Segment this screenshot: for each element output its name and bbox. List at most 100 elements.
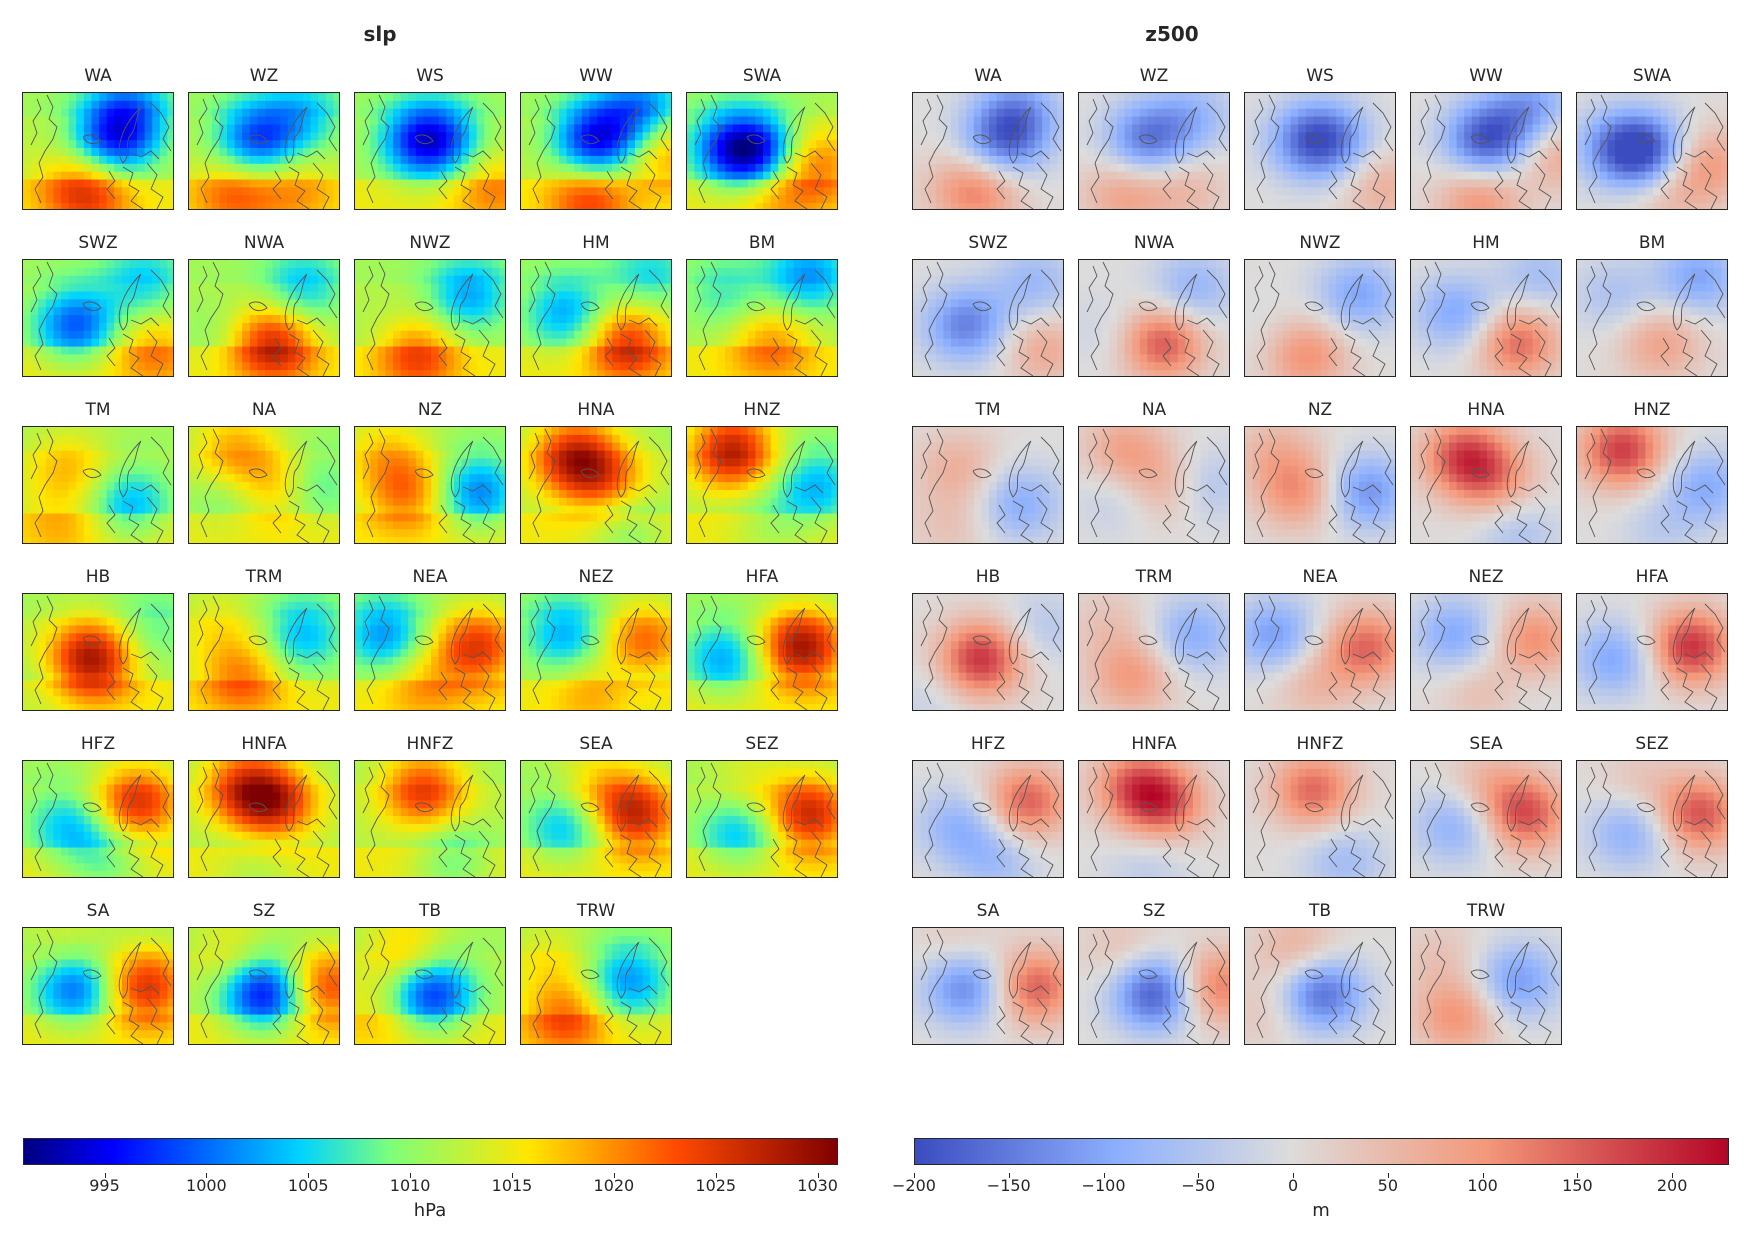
heatmap-cell — [733, 164, 741, 172]
heatmap-cell — [755, 490, 763, 498]
heatmap-cell — [137, 132, 145, 140]
heatmap-cell — [477, 451, 485, 459]
heatmap-cell — [91, 610, 99, 618]
heatmap-cell — [801, 498, 809, 506]
heatmap-cell — [635, 291, 643, 299]
heatmap-cell — [326, 164, 334, 172]
heatmap-cell — [280, 164, 288, 172]
heatmap-cell — [643, 156, 651, 164]
heatmap-cell — [160, 195, 168, 203]
heatmap-cell — [288, 93, 296, 101]
heatmap-cell — [23, 665, 31, 673]
heatmap-cell — [311, 458, 319, 466]
heatmap-cell — [385, 435, 393, 443]
heatmap-map — [354, 426, 506, 544]
heatmap-cell — [378, 458, 386, 466]
heatmap-cell — [816, 284, 824, 292]
heatmap-cell — [197, 370, 205, 377]
heatmap-cell — [167, 649, 174, 657]
heatmap-cell — [145, 276, 153, 284]
heatmap-cell — [423, 124, 431, 132]
heatmap-cell — [53, 268, 61, 276]
heatmap-cell — [235, 347, 243, 355]
heatmap-cell — [567, 370, 575, 377]
heatmap-cell — [189, 101, 197, 109]
heatmap-cell — [167, 665, 174, 673]
heatmap-cell — [469, 117, 477, 125]
heatmap-cell — [107, 649, 115, 657]
heatmap-cell — [401, 187, 409, 195]
heatmap-cell — [107, 124, 115, 132]
heatmap-cell — [265, 435, 273, 443]
heatmap-cell — [160, 339, 168, 347]
heatmap-cell — [273, 323, 281, 331]
heatmap-cell — [582, 180, 590, 188]
heatmap-cell — [378, 514, 386, 522]
heatmap-cell — [620, 117, 628, 125]
heatmap-cell — [333, 633, 340, 641]
heatmap-cell — [265, 195, 273, 203]
heatmap-cell — [733, 347, 741, 355]
heatmap-cell — [740, 260, 748, 268]
heatmap-cell — [204, 124, 212, 132]
heatmap-cell — [311, 291, 319, 299]
heatmap-cell — [99, 370, 107, 377]
heatmap-cell — [152, 260, 160, 268]
heatmap-cell — [46, 618, 54, 626]
heatmap-cell — [84, 109, 92, 117]
heatmap-cell — [76, 180, 84, 188]
heatmap-cell — [771, 101, 779, 109]
heatmap-cell — [212, 537, 220, 544]
heatmap-cell — [129, 331, 137, 339]
heatmap-cell — [69, 109, 77, 117]
heatmap-cell — [702, 315, 710, 323]
heatmap-cell — [280, 347, 288, 355]
heatmap-cell — [250, 641, 258, 649]
heatmap-cell — [145, 362, 153, 370]
heatmap-cell — [333, 610, 340, 618]
heatmap-cell — [288, 618, 296, 626]
heatmap-cell — [333, 109, 340, 117]
heatmap-cell — [740, 291, 748, 299]
heatmap-cell — [53, 506, 61, 514]
heatmap-cell — [197, 482, 205, 490]
heatmap-cell — [408, 427, 416, 435]
heatmap-cell — [521, 315, 529, 323]
slp-panel-hna: HNA — [520, 426, 672, 544]
heatmap-cell — [763, 203, 771, 210]
heatmap-cell — [665, 260, 672, 268]
heatmap-cell — [355, 466, 363, 474]
heatmap-cell — [303, 514, 311, 522]
heatmap-cell — [605, 101, 613, 109]
heatmap-cell — [137, 665, 145, 673]
heatmap-cell — [469, 268, 477, 276]
heatmap-cell — [446, 276, 454, 284]
heatmap-cell — [212, 156, 220, 164]
heatmap-cell — [250, 435, 258, 443]
heatmap-cell — [257, 521, 265, 529]
heatmap-cell — [477, 284, 485, 292]
heatmap-cell — [643, 260, 651, 268]
heatmap-cell — [416, 354, 424, 362]
heatmap-cell — [393, 443, 401, 451]
heatmap-cell — [99, 435, 107, 443]
heatmap-cell — [167, 276, 174, 284]
heatmap-cell — [257, 268, 265, 276]
heatmap-cell — [107, 268, 115, 276]
heatmap-cell — [76, 696, 84, 704]
heatmap-cell — [355, 482, 363, 490]
heatmap-cell — [378, 347, 386, 355]
heatmap-cell — [778, 187, 786, 195]
heatmap-cell — [484, 482, 492, 490]
heatmap-cell — [620, 362, 628, 370]
heatmap-cell — [31, 347, 39, 355]
heatmap-cell — [114, 521, 122, 529]
heatmap-cell — [755, 101, 763, 109]
heatmap-cell — [53, 101, 61, 109]
heatmap-cell — [107, 594, 115, 602]
heatmap-cell — [122, 268, 130, 276]
heatmap-cell — [189, 124, 197, 132]
heatmap-cell — [725, 284, 733, 292]
heatmap-cell — [469, 203, 477, 210]
heatmap-cell — [311, 132, 319, 140]
